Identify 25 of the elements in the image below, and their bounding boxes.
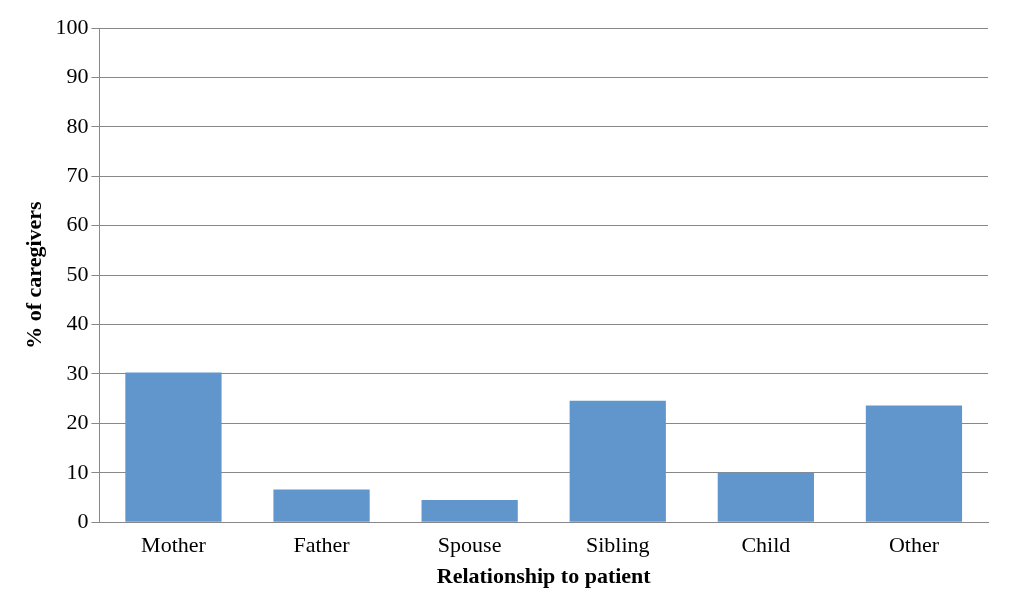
y-tick-label: 70 — [66, 162, 89, 188]
x-tick-label: Other — [888, 532, 940, 558]
y-tick-label: 20 — [66, 409, 89, 435]
y-tick-label: 0 — [77, 507, 89, 533]
y-tick-label: 50 — [66, 260, 89, 286]
x-tick-label: Child — [741, 532, 791, 558]
bar — [421, 499, 518, 522]
y-tick-label: 80 — [66, 112, 89, 138]
bar — [865, 405, 963, 522]
bar — [569, 400, 666, 522]
y-tick-label: 60 — [66, 211, 89, 237]
bar — [717, 472, 814, 522]
x-tick-label: Spouse — [437, 532, 502, 558]
y-axis-title: % of caregivers — [20, 200, 46, 349]
y-tick-label: 100 — [55, 13, 89, 39]
y-tick-label: 30 — [66, 359, 89, 385]
bar — [273, 489, 370, 522]
x-tick-label: Father — [293, 532, 351, 558]
y-tick-label: 40 — [66, 310, 89, 336]
bar — [125, 372, 222, 522]
y-tick-label: 10 — [66, 458, 89, 484]
x-tick-label: Sibling — [585, 532, 650, 558]
x-tick-label: Mother — [141, 532, 207, 558]
y-tick-label: 90 — [66, 63, 89, 89]
x-axis-title: Relationship to patient — [436, 563, 652, 589]
